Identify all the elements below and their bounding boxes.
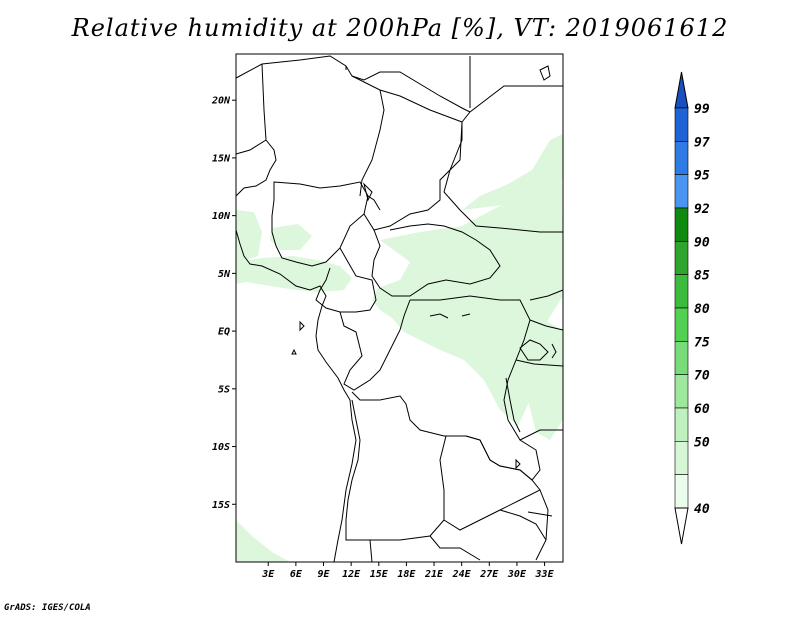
lon-tick-label: 6E: [290, 569, 303, 580]
border-angola: [345, 399, 447, 541]
border-east-africa: [515, 289, 564, 561]
colorbar-segment: [674, 241, 689, 275]
border-zambia: [443, 435, 541, 531]
border-drc: [351, 295, 541, 481]
border-sudan: [443, 85, 563, 233]
colorbar-label: 80: [694, 302, 710, 317]
humidity-region-nigeria: [270, 224, 312, 250]
humidity-region-east-sudan: [462, 134, 563, 210]
humidity-region-west-coast: [236, 210, 262, 262]
latitude-axis: 20N 15N 10N 5N EQ 5S 10S 15S: [211, 96, 236, 511]
colorbar: 99 97 95 92 90 85 80 75 70 60 50 40: [674, 71, 710, 545]
colorbar-segment: [674, 374, 689, 409]
colorbar-label: 85: [694, 269, 710, 284]
border-car: [371, 223, 501, 297]
lat-tick-label: 5S: [218, 384, 230, 395]
humidity-region-central-belt: [372, 178, 563, 426]
colorbar-segment: [674, 474, 689, 509]
lon-tick-label: 18E: [397, 569, 416, 580]
border-north-africa: [235, 55, 471, 155]
lon-tick-label: 15E: [370, 569, 389, 580]
colorbar-segment: [674, 207, 689, 242]
colorbar-segment: [674, 107, 689, 142]
colorbar-segment: [674, 441, 689, 475]
lat-tick-label: 15S: [212, 500, 230, 511]
lon-tick-label: 9E: [317, 569, 330, 580]
coastline-west: [235, 229, 357, 563]
country-borders: [235, 55, 564, 563]
colorbar-label: 92: [694, 202, 710, 217]
colorbar-segment: [674, 274, 689, 309]
border-southern-africa: [369, 509, 547, 563]
lakes-and-islands: [291, 65, 557, 517]
lon-tick-label: 12E: [342, 569, 361, 580]
border-niger-chad: [235, 75, 385, 197]
colorbar-under-triangle: [674, 507, 689, 545]
map-title: Relative humidity at 200hPa [%], VT: 201…: [71, 14, 729, 42]
lat-tick-label: 10N: [212, 211, 231, 222]
humidity-region-southwest: [236, 520, 290, 562]
lon-tick-label: 24E: [452, 569, 472, 580]
lat-tick-label: 20N: [211, 96, 231, 107]
lon-tick-label: 3E: [261, 569, 275, 580]
lat-tick-label: EQ: [218, 327, 230, 338]
humidity-region-guinea-coast: [236, 256, 352, 292]
colorbar-segment: [674, 141, 689, 175]
colorbar-label: 95: [694, 169, 710, 184]
map-frame: [235, 53, 564, 563]
lon-tick-label: 21E: [424, 569, 444, 580]
colorbar-label: 70: [694, 369, 710, 384]
longitude-axis: 3E 6E 9E 12E 15E 18E 21E 24E 27E 30E 33E: [261, 562, 555, 580]
colorbar-label: 75: [694, 335, 710, 350]
border-chad: [363, 89, 463, 231]
border-congo: [339, 299, 411, 391]
humidity-shading: [236, 134, 563, 562]
colorbar-segment: [674, 407, 689, 442]
colorbar-label: 97: [694, 135, 710, 150]
border-nigeria: [271, 181, 369, 267]
border-cameroon: [315, 247, 377, 313]
colorbar-label: 60: [694, 402, 710, 417]
humidity-region-east-africa: [520, 322, 563, 440]
grads-credit: GrADS: IGES/COLA: [4, 603, 91, 613]
colorbar-over-triangle: [674, 71, 689, 109]
colorbar-segment: [674, 174, 689, 209]
lat-tick-label: 15N: [212, 153, 231, 164]
colorbar-segment: [674, 307, 689, 342]
lon-tick-label: 30E: [507, 569, 527, 580]
lon-tick-label: 27E: [479, 569, 499, 580]
colorbar-label: 99: [694, 102, 710, 117]
lat-tick-label: 5N: [218, 269, 231, 280]
colorbar-segment: [674, 341, 689, 375]
lon-tick-label: 33E: [535, 569, 555, 580]
colorbar-label: 40: [694, 502, 710, 517]
colorbar-label: 50: [694, 435, 710, 450]
colorbar-label: 90: [694, 235, 710, 250]
lat-tick-label: 10S: [212, 442, 230, 453]
